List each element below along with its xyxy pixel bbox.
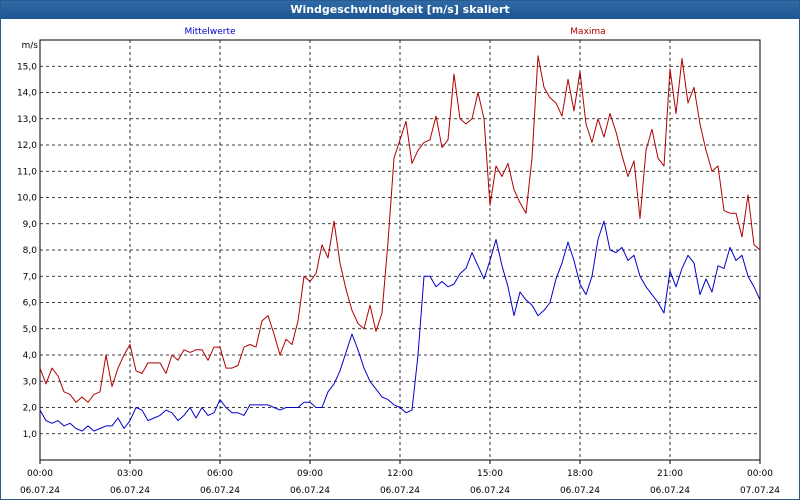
x-tick-date: 06.07.24 xyxy=(470,486,510,496)
y-tick-label: 12,0 xyxy=(17,141,37,151)
x-tick-time: 15:00 xyxy=(477,469,503,479)
x-tick-date: 06.07.24 xyxy=(560,486,600,496)
y-tick-label: 7,0 xyxy=(23,272,38,282)
y-tick-label: 15,0 xyxy=(17,62,37,72)
y-tick-label: 9,0 xyxy=(23,220,38,230)
x-tick-date: 06.07.24 xyxy=(290,486,330,496)
x-tick-time: 12:00 xyxy=(387,469,413,479)
chart-axes: 1,0 2,0 3,0 4,0 5,0 6,0 7,0 8,0 9,0 10,0 11,0 12,0 1… xyxy=(17,62,780,496)
y-tick-label: 6,0 xyxy=(23,299,38,309)
chart-title: Windgeschwindigkeit [m/s] skaliert xyxy=(1,1,799,19)
y-tick-label: 2,0 xyxy=(23,404,38,414)
x-tick-time: 03:00 xyxy=(117,469,143,479)
y-tick-label: 8,0 xyxy=(23,246,38,256)
x-tick-time: 06:00 xyxy=(207,469,233,479)
series-line-maxima xyxy=(39,55,761,403)
y-tick-label: 11,0 xyxy=(17,167,37,177)
x-tick-date: 06.07.24 xyxy=(20,486,60,496)
x-tick-date: 06.07.24 xyxy=(200,486,240,496)
series-line-mittelwerte xyxy=(39,220,761,432)
x-tick-time: 21:00 xyxy=(657,469,683,479)
x-tick-time: 00:00 xyxy=(747,469,773,479)
y-tick-label: 14,0 xyxy=(17,89,37,99)
y-tick-label: 1,0 xyxy=(23,430,38,440)
legend-mittelwerte: Mittelwerte xyxy=(184,27,235,37)
y-tick-label: 3,0 xyxy=(23,377,38,387)
x-tick-date: 07.07.24 xyxy=(740,486,780,496)
x-tick-time: 18:00 xyxy=(567,469,593,479)
legend-maxima: Maxima xyxy=(570,27,605,37)
x-tick-date: 06.07.24 xyxy=(650,486,690,496)
chart-series xyxy=(39,55,761,432)
chart-grid xyxy=(39,39,761,461)
x-tick-time: 09:00 xyxy=(297,469,323,479)
x-tick-date: 06.07.24 xyxy=(380,486,420,496)
y-tick-label: 4,0 xyxy=(23,351,38,361)
x-tick-date: 06.07.24 xyxy=(110,486,150,496)
y-tick-label: 13,0 xyxy=(17,115,37,125)
y-tick-label: 10,0 xyxy=(17,194,37,204)
x-tick-time: 00:00 xyxy=(27,469,53,479)
y-axis-unit-label: m/s xyxy=(22,41,39,51)
y-tick-label: 5,0 xyxy=(23,325,38,335)
